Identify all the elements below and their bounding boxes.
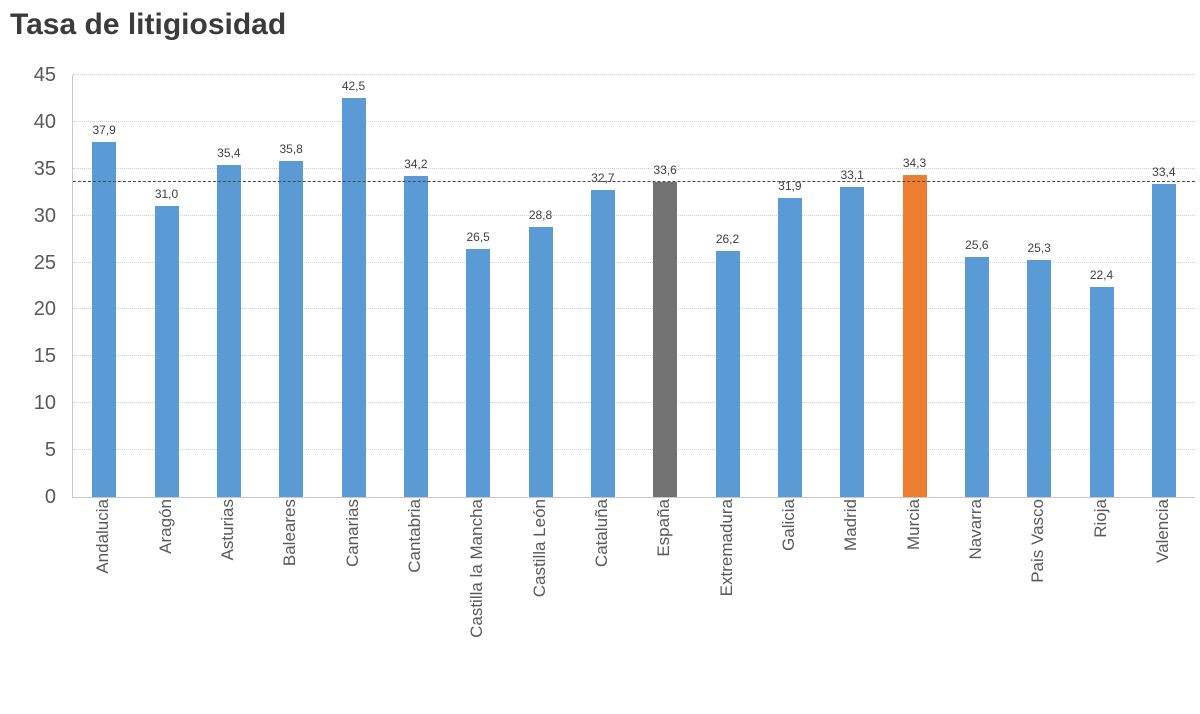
x-axis-label: Murcia	[903, 499, 923, 551]
bar-value-label: 25,6	[965, 237, 989, 252]
bar-value-label: 34,3	[902, 156, 927, 171]
bar-value-label: 26,5	[466, 229, 490, 244]
x-axis-label: Castilla la Mancha	[467, 499, 487, 638]
bar-value-label: 32,7	[591, 171, 615, 186]
y-tick-label: 20	[33, 298, 56, 321]
y-tick-label: 35	[33, 157, 56, 180]
plot-area: 37,9 31,0 35,4 35,8 42,5 34,2 26,5 28,8 32,7 33,6…	[72, 74, 1195, 498]
bar	[590, 190, 615, 497]
reference-line	[73, 180, 1195, 182]
x-axis-label: Valencia	[1152, 499, 1172, 563]
x-axis-label: Extremadura	[716, 499, 736, 597]
gridline	[73, 308, 1195, 310]
y-tick-label: 0	[44, 486, 56, 508]
gridline	[73, 402, 1195, 404]
bar-value-label: 22,4	[1089, 267, 1114, 282]
chart-body: 0 5 10 15 20 25 30 35 40 45 37,9 31,0 35,4 35,8 42,5 3…	[0, 62, 1200, 714]
bar-value-label: 34,2	[404, 157, 428, 172]
bar	[1027, 259, 1052, 497]
bar	[216, 165, 241, 497]
x-axis-label: Castilla León	[529, 499, 549, 598]
bar	[902, 175, 927, 497]
x-axis-label: Pais Vasco	[1028, 499, 1048, 583]
gridline	[73, 261, 1195, 263]
gridline	[73, 449, 1195, 451]
x-axis-label: Andalucia	[93, 499, 113, 574]
y-tick-label: 15	[33, 345, 56, 368]
bar-value-label: 35,8	[279, 142, 303, 157]
bar	[840, 186, 865, 497]
y-tick-label: 10	[33, 392, 56, 415]
bar	[528, 226, 553, 497]
bar	[964, 256, 989, 497]
bar-value-label: 33,6	[653, 162, 677, 177]
y-axis: 0 5 10 15 20 25 30 35 40 45	[0, 65, 66, 507]
bar	[403, 176, 428, 497]
x-axis-label: Cataluña	[591, 499, 611, 568]
x-axis-label: Asturias	[217, 499, 237, 561]
x-axis-label: Galicia	[778, 499, 798, 551]
gridline	[73, 355, 1195, 357]
y-tick-label: 45	[33, 64, 56, 86]
x-axis-labels: Andalucia Aragón Asturias Baleares Canarias C…	[72, 499, 1194, 714]
bar-value-label: 33,4	[1152, 164, 1176, 179]
x-axis-label: Baleares	[280, 499, 300, 567]
bar	[92, 141, 117, 497]
x-axis-label: Navarra	[965, 499, 985, 560]
gridline	[73, 74, 1195, 75]
bar	[341, 98, 366, 497]
bar	[653, 181, 678, 497]
bar-value-label: 33,1	[840, 167, 864, 182]
bar	[1089, 286, 1114, 497]
bar	[1151, 183, 1176, 497]
gridline	[73, 214, 1195, 216]
bar-value-label: 31,0	[154, 187, 179, 202]
x-axis-label: Canarias	[342, 499, 362, 568]
bar	[466, 248, 491, 497]
bar-value-label: 31,9	[778, 178, 802, 193]
bar	[715, 251, 740, 497]
x-axis-label: Madrid	[841, 499, 861, 551]
x-axis-label: Rioja	[1090, 499, 1110, 538]
y-tick-label: 25	[33, 251, 56, 274]
y-tick-label: 40	[33, 110, 56, 133]
y-tick-label: 5	[44, 439, 56, 462]
bar	[279, 161, 304, 497]
bar-value-label: 42,5	[341, 79, 366, 94]
bar	[777, 197, 802, 497]
y-tick-label: 30	[33, 204, 56, 227]
bar-value-label: 35,4	[217, 146, 241, 161]
chart-title: Tasa de litigiosidad	[10, 8, 287, 41]
x-axis-label: Cantabria	[404, 499, 424, 573]
bar	[154, 206, 179, 497]
bar-value-label: 25,3	[1027, 240, 1051, 255]
x-axis-label: España	[654, 499, 674, 557]
gridline	[73, 120, 1195, 122]
gridline	[73, 167, 1195, 169]
x-axis-label: Aragón	[155, 499, 175, 554]
bar-value-label: 26,2	[715, 232, 740, 247]
bar-value-label: 37,9	[92, 122, 116, 137]
bar-value-label: 28,8	[528, 207, 553, 222]
